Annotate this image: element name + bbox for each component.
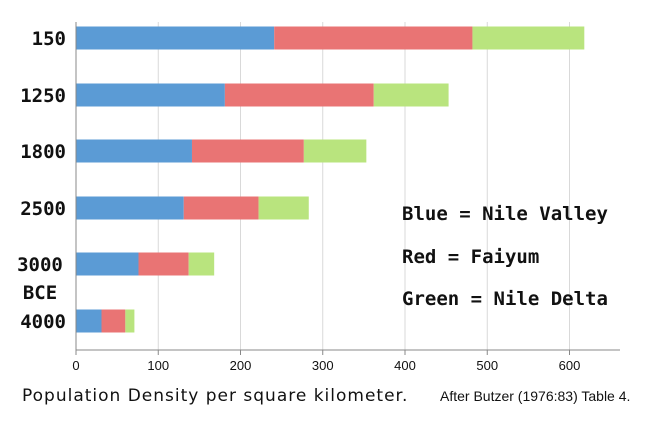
bar-segment-nile-delta xyxy=(188,252,215,276)
x-tick-label: 500 xyxy=(476,358,498,373)
category-label: 1250 xyxy=(20,85,66,107)
bar-segment-faiyum xyxy=(274,26,473,50)
x-axis-title: Population Density per square kilometer. xyxy=(22,386,408,406)
legend-nile-valley: Blue = Nile Valley xyxy=(402,203,608,225)
legend-faiyum: Red = Faiyum xyxy=(402,246,539,268)
x-tick-label: 0 xyxy=(72,358,79,373)
x-ticks: 0 100 200 300 400 500 600 xyxy=(72,350,580,373)
category-label: 3000 BCE xyxy=(17,254,63,304)
bar-segment-nile-valley xyxy=(76,139,192,163)
legend-nile-delta: Green = Nile Delta xyxy=(402,288,608,310)
bar-segment-faiyum xyxy=(101,309,126,333)
gridlines xyxy=(157,22,570,350)
bar-segment-nile-valley xyxy=(76,309,102,333)
bar-segment-nile-delta xyxy=(303,139,367,163)
bar-segment-nile-valley xyxy=(76,196,184,220)
bar-segment-faiyum xyxy=(138,252,189,276)
bar-segment-nile-valley xyxy=(76,83,225,107)
x-tick-label: 600 xyxy=(559,358,581,373)
category-labels: 150 1250 1800 2500 3000 BCE 4000 xyxy=(17,28,66,333)
bar-segment-nile-valley xyxy=(76,252,139,276)
bar-segment-faiyum xyxy=(191,139,304,163)
x-tick-label: 100 xyxy=(147,358,169,373)
category-label: 2500 xyxy=(20,198,66,220)
bars xyxy=(76,26,585,333)
category-label: 1800 xyxy=(20,141,66,163)
bar-segment-nile-valley xyxy=(76,26,275,50)
category-label: 150 xyxy=(32,28,66,50)
x-tick-label: 200 xyxy=(230,358,252,373)
bar-segment-nile-delta xyxy=(373,83,449,107)
category-label: 4000 xyxy=(20,311,66,333)
bar-segment-nile-delta xyxy=(125,309,135,333)
source-note: After Butzer (1976:83) Table 4. xyxy=(440,388,630,404)
bar-segment-nile-delta xyxy=(258,196,309,220)
bar-segment-nile-delta xyxy=(472,26,585,50)
bar-segment-faiyum xyxy=(183,196,259,220)
x-tick-label: 300 xyxy=(312,358,334,373)
bar-segment-faiyum xyxy=(224,83,374,107)
x-tick-label: 400 xyxy=(394,358,416,373)
